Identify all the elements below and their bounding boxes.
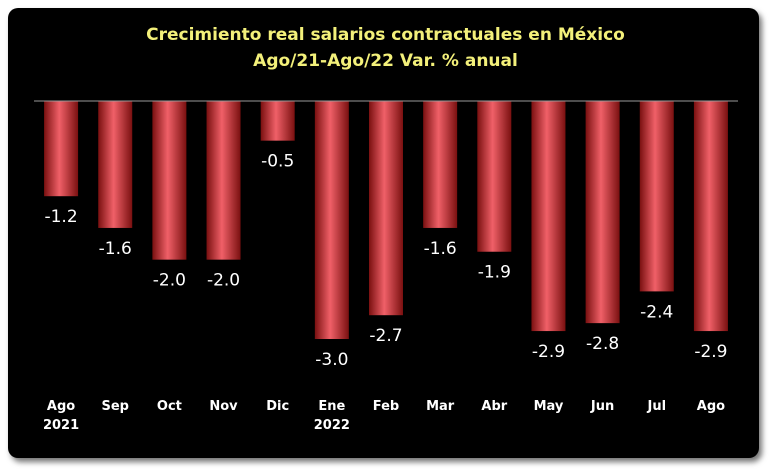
chart-subtitle: Ago/21-Ago/22 Var. % anual — [253, 51, 518, 71]
bar-dic-4 — [260, 101, 295, 141]
bar-feb-6 — [369, 101, 403, 316]
data-label: -2.4 — [640, 302, 673, 322]
data-label: -1.6 — [424, 239, 457, 259]
category-label: Ago — [697, 399, 725, 414]
category-label: Abr — [481, 399, 507, 414]
data-label: -2.0 — [153, 271, 186, 291]
category-label: Ene — [318, 399, 345, 414]
bar-abr-8 — [477, 101, 512, 252]
category-label: Ago — [47, 399, 75, 414]
bar-oct-2 — [152, 101, 187, 260]
data-label: -2.7 — [369, 326, 402, 346]
category-year-label: 2022 — [314, 418, 350, 433]
bar-may-9 — [531, 101, 566, 332]
data-label: -2.9 — [694, 342, 727, 362]
data-label: -1.9 — [478, 263, 511, 283]
category-label: Feb — [373, 399, 399, 414]
chart-title: Crecimiento real salarios contractuales … — [146, 25, 625, 45]
data-label: -2.9 — [532, 342, 565, 362]
category-label: Oct — [157, 399, 182, 414]
data-label: -2.0 — [207, 271, 240, 291]
data-label: -2.8 — [586, 334, 619, 354]
bar-mar-7 — [423, 101, 458, 228]
bar-ene-5 — [314, 101, 349, 339]
bar-jul-11 — [639, 101, 674, 292]
data-label: -1.6 — [99, 239, 132, 259]
data-label: -1.2 — [44, 207, 77, 227]
category-year-label: 2021 — [43, 418, 79, 433]
data-label: -0.5 — [261, 152, 294, 172]
bar-nov-3 — [206, 101, 241, 260]
category-label: Jul — [646, 399, 666, 414]
category-label: Jun — [590, 399, 614, 414]
bar-jun-10 — [585, 101, 620, 324]
bar-sep-1 — [98, 101, 133, 228]
bar-ago-12 — [693, 101, 728, 332]
category-label: Sep — [101, 399, 129, 414]
bar-ago-0 — [44, 101, 79, 197]
category-label: May — [534, 399, 564, 414]
category-label: Mar — [426, 399, 455, 414]
category-label: Nov — [209, 399, 238, 414]
category-label: Dic — [266, 399, 289, 414]
data-label: -3.0 — [315, 350, 348, 370]
